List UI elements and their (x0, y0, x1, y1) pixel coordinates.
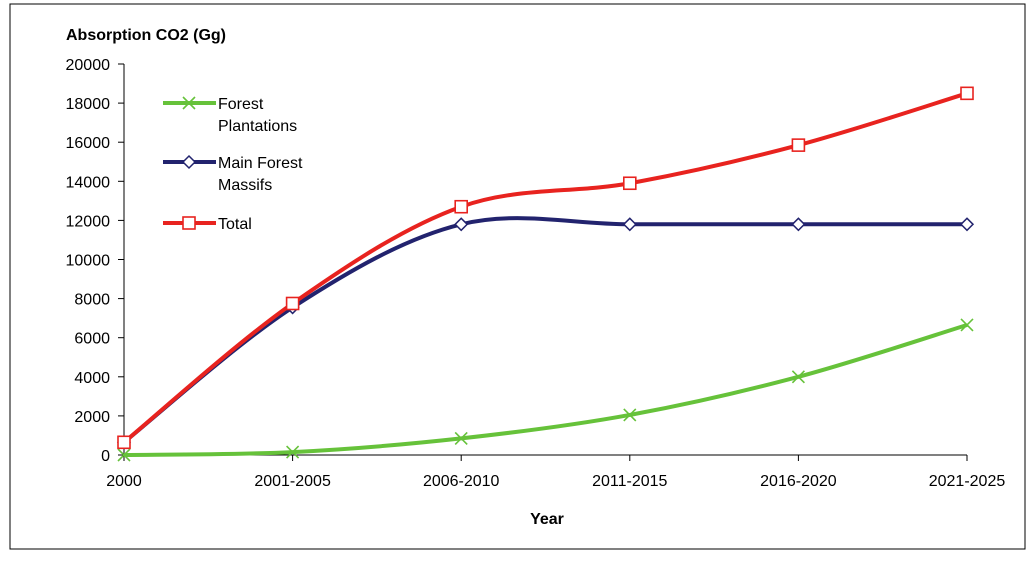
x-axis-title: Year (530, 511, 564, 528)
y-tick-label: 2000 (74, 409, 110, 426)
point-total (622, 176, 637, 191)
x-tick-label: 2000 (106, 473, 142, 490)
legend-item-total: Total (163, 216, 252, 233)
point-total (791, 138, 806, 152)
x-ticks: 2000 2001-2005 2006-2010 2011-2015 2016-2020… (106, 455, 1005, 490)
point-forest-plantations (286, 445, 300, 459)
point-main-forest-massifs (454, 217, 469, 232)
legend-item-forest-plantations: Forest Plantations (163, 96, 297, 135)
point-total (960, 86, 974, 101)
y-tick-label: 6000 (74, 331, 110, 348)
point-forest-plantations (117, 448, 131, 462)
point-main-forest-massifs (622, 217, 637, 232)
series-line-forest-plantations (123, 323, 968, 457)
point-total (285, 296, 300, 311)
legend-swatch-marker (182, 216, 196, 230)
point-forest-plantations (623, 408, 637, 422)
legend-label: Plantations (218, 118, 297, 135)
y-ticks: 0 2000 4000 6000 8000 10000 12000 14000 16000 180… (66, 57, 124, 465)
legend-label: Main Forest (218, 155, 303, 172)
point-total (454, 199, 469, 214)
point-forest-plantations (791, 370, 805, 384)
point-forest-plantations (960, 318, 974, 332)
series-layer (116, 86, 975, 462)
chart-border (9, 3, 1026, 550)
y-tick-label: 0 (101, 448, 110, 465)
point-main-forest-massifs (791, 217, 806, 232)
legend-label: Massifs (218, 177, 272, 194)
legend-label: Forest (218, 96, 264, 113)
y-tick-label: 8000 (74, 292, 110, 309)
y-tick-label: 10000 (66, 253, 111, 270)
legend: Forest Plantations Main Forest Massifs Total (163, 96, 303, 233)
y-tick-label: 12000 (66, 213, 111, 230)
x-tick-label: 2006-2010 (423, 473, 500, 490)
y-tick-label: 14000 (66, 174, 111, 191)
x-tick-label: 2001-2005 (254, 473, 331, 490)
y-tick-label: 16000 (66, 135, 111, 152)
x-tick-label: 2021-2025 (929, 473, 1006, 490)
point-forest-plantations (454, 431, 468, 445)
y-tick-label: 20000 (66, 57, 111, 74)
point-main-forest-massifs (959, 217, 975, 232)
legend-swatch-marker (182, 96, 196, 110)
y-tick-label: 18000 (66, 96, 111, 113)
x-tick-label: 2016-2020 (760, 473, 837, 490)
point-total (117, 435, 131, 450)
x-tick-label: 2011-2015 (592, 473, 667, 490)
y-tick-label: 4000 (74, 370, 110, 387)
legend-swatch-marker (181, 154, 197, 170)
legend-label: Total (218, 216, 252, 233)
series-line-total (122, 91, 968, 444)
y-axis-title: Absorption CO2 (Gg) (66, 27, 226, 44)
legend-item-main-forest-massifs: Main Forest Massifs (163, 154, 303, 194)
